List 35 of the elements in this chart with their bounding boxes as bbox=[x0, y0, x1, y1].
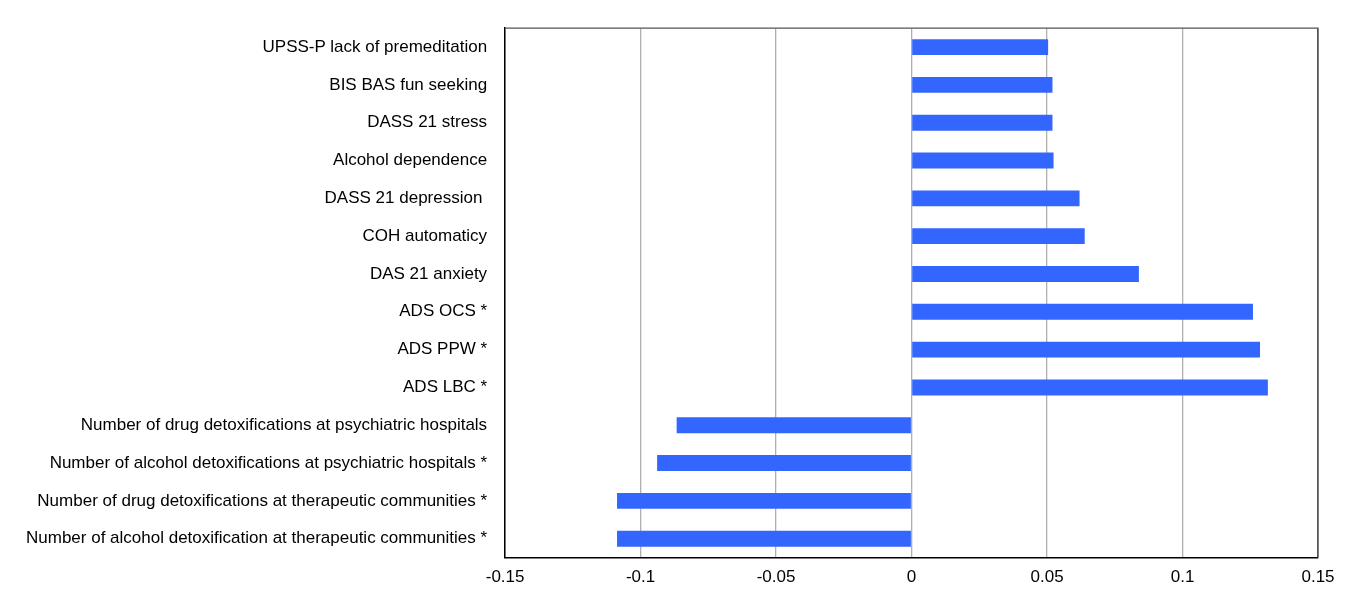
bar bbox=[912, 228, 1085, 245]
y-tick-label: COH automaticy bbox=[362, 225, 488, 245]
bar bbox=[912, 190, 1080, 207]
bar bbox=[912, 341, 1261, 358]
y-tick-label: DAS 21 anxiety bbox=[369, 263, 488, 283]
y-tick-label: Number of drug detoxifications at therapeutic communities * bbox=[37, 490, 488, 510]
bar bbox=[912, 114, 1053, 131]
y-tick-label: Number of drug detoxifications at psychiatric hospitals bbox=[80, 414, 488, 434]
y-tick-label: ADS PPW * bbox=[397, 339, 488, 359]
y-tick-label: ADS LBC * bbox=[403, 377, 488, 397]
y-tick-label: UPSS-P lack of premeditation bbox=[262, 36, 488, 56]
y-tick-label: ADS OCS * bbox=[399, 301, 488, 321]
x-tick-label: -0.05 bbox=[756, 567, 796, 587]
y-tick-label: DASS 21 depression bbox=[324, 188, 488, 208]
bar bbox=[912, 379, 1268, 396]
bar bbox=[617, 530, 911, 547]
x-tick-label: -0.15 bbox=[485, 567, 525, 587]
bar bbox=[676, 417, 911, 434]
x-tick-label: -0.1 bbox=[625, 567, 656, 587]
y-tick-label: Alcohol dependence bbox=[333, 150, 488, 170]
bar bbox=[912, 39, 1049, 56]
bar bbox=[912, 303, 1253, 320]
bar bbox=[657, 455, 911, 472]
y-tick-label: Number of alcohol detoxification at therapeutic communities * bbox=[26, 528, 488, 548]
x-tick-label: 0 bbox=[906, 567, 917, 587]
x-tick-label: 0.15 bbox=[1301, 567, 1335, 587]
bar bbox=[912, 266, 1139, 282]
y-tick-label: DASS 21 stress bbox=[367, 112, 488, 132]
bar bbox=[617, 492, 911, 509]
y-tick-label: Number of alcohol detoxifications at psychiatric hospitals * bbox=[49, 452, 488, 472]
bar bbox=[912, 152, 1054, 169]
bar bbox=[912, 76, 1053, 93]
x-tick-label: 0.1 bbox=[1170, 567, 1195, 587]
x-tick-label: 0.05 bbox=[1030, 567, 1064, 587]
y-tick-label: BIS BAS fun seeking bbox=[329, 74, 488, 94]
